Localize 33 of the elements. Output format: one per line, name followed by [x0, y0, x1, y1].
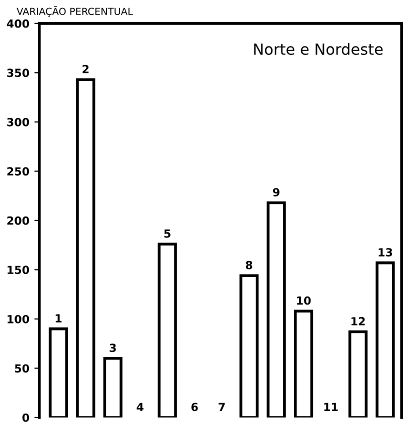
y-tick-label: 400	[6, 19, 30, 28]
x-tick-label: 8	[246, 260, 252, 270]
bar	[76, 78, 96, 418]
x-tick-label: 9	[273, 188, 280, 196]
y-tick-label: 100	[8, 314, 30, 324]
bar	[239, 274, 259, 418]
x-tick-label: 10	[297, 296, 311, 305]
bar	[266, 201, 286, 418]
x-tick-label: 6	[191, 402, 198, 412]
bar	[103, 356, 122, 418]
bar	[48, 327, 68, 418]
x-tick-label: 7	[218, 402, 225, 412]
bar	[376, 261, 395, 418]
y-tick-label: 150	[8, 266, 30, 274]
x-tick-label: 5	[164, 230, 170, 238]
y-tick-label: 0	[22, 413, 30, 422]
bar	[158, 242, 177, 418]
annotation: Norte e Nordeste	[254, 43, 383, 55]
y-tick-label: 50	[15, 364, 30, 373]
y-tick-label: 300	[7, 118, 30, 126]
y-axis-title: VARIAÇÃO PERCENTUAL	[16, 6, 133, 17]
x-tick-label: 13	[378, 248, 392, 256]
x-tick-label: 4	[136, 402, 144, 412]
bar	[294, 310, 314, 418]
x-tick-label: 1	[56, 314, 62, 322]
y-tick-label: 200	[7, 216, 30, 225]
x-tick-label: 11	[324, 402, 338, 412]
x-tick-label: 2	[82, 64, 89, 74]
y-tick-label: 250	[7, 167, 30, 176]
y-tick-label: 350	[7, 68, 30, 78]
x-tick-label: 12	[352, 317, 365, 326]
bar	[348, 330, 368, 418]
x-tick-label: 3	[110, 344, 116, 352]
